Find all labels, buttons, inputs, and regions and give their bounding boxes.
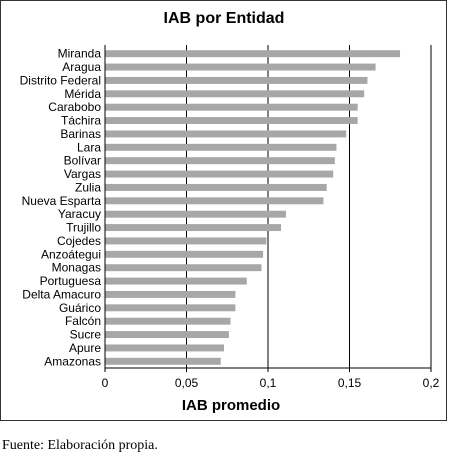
bar-8 xyxy=(105,143,337,151)
x-tick-label: 0,15 xyxy=(338,376,362,390)
category-label: Sucre xyxy=(70,328,102,342)
category-label: Monagas xyxy=(52,261,101,275)
category-label: Delta Amacuro xyxy=(22,287,101,301)
category-label: Lara xyxy=(77,140,101,154)
category-label: Bolívar xyxy=(64,154,101,168)
grid-lines xyxy=(186,45,432,368)
bar-18 xyxy=(105,277,247,285)
category-label: Distrito Federal xyxy=(20,73,101,87)
category-label: Apure xyxy=(69,341,101,355)
bar-10 xyxy=(105,170,334,178)
bar-5 xyxy=(105,103,358,111)
category-label: Barinas xyxy=(60,127,101,141)
bar-3 xyxy=(105,76,368,84)
category-label: Guárico xyxy=(59,301,101,315)
bar-15 xyxy=(105,237,267,245)
chart-title: IAB por Entidad xyxy=(164,10,285,27)
category-label: Mérida xyxy=(64,87,101,101)
x-tick-labels: 0 0,05 0,1 0,15 0,2 xyxy=(102,368,440,390)
category-label: Falcón xyxy=(65,314,101,328)
category-label: Amazonas xyxy=(44,354,101,368)
bar-24 xyxy=(105,357,221,365)
category-label: Portuguesa xyxy=(40,274,102,288)
bars xyxy=(105,50,401,365)
bar-19 xyxy=(105,290,236,298)
category-label: Táchira xyxy=(61,114,101,128)
bar-21 xyxy=(105,317,231,325)
category-label: Cojedes xyxy=(57,234,101,248)
bar-7 xyxy=(105,130,347,138)
category-label: Miranda xyxy=(58,47,102,61)
bar-1 xyxy=(105,50,401,58)
bar-22 xyxy=(105,331,229,339)
chart-frame: IAB por Entidad Miranda Aragua Distrito Fe… xyxy=(0,0,447,421)
bar-4 xyxy=(105,90,365,98)
bar-6 xyxy=(105,117,358,125)
category-label: Anzoátegui xyxy=(41,247,101,261)
category-label: Carabobo xyxy=(48,100,101,114)
bar-12 xyxy=(105,197,324,205)
x-axis-title: IAB promedio xyxy=(182,397,280,414)
x-tick-label: 0,05 xyxy=(175,376,199,390)
bar-16 xyxy=(105,250,264,258)
category-label: Yaracuy xyxy=(58,207,101,221)
category-label: Aragua xyxy=(62,60,101,74)
category-label: Zulia xyxy=(75,180,101,194)
bar-17 xyxy=(105,264,262,272)
bar-11 xyxy=(105,183,327,191)
bar-14 xyxy=(105,224,282,232)
category-label: Nueva Esparta xyxy=(22,194,102,208)
x-tick-label: 0,1 xyxy=(260,376,277,390)
category-label: Trujillo xyxy=(66,221,101,235)
bar-13 xyxy=(105,210,286,218)
bar-9 xyxy=(105,157,335,165)
bar-20 xyxy=(105,304,236,312)
category-label: Vargas xyxy=(64,167,101,181)
x-tick-label: 0 xyxy=(102,376,109,390)
source-note: Fuente: Elaboración propia. xyxy=(2,438,158,453)
bar-23 xyxy=(105,344,224,352)
x-tick-label: 0,2 xyxy=(423,376,440,390)
bar-2 xyxy=(105,63,376,71)
